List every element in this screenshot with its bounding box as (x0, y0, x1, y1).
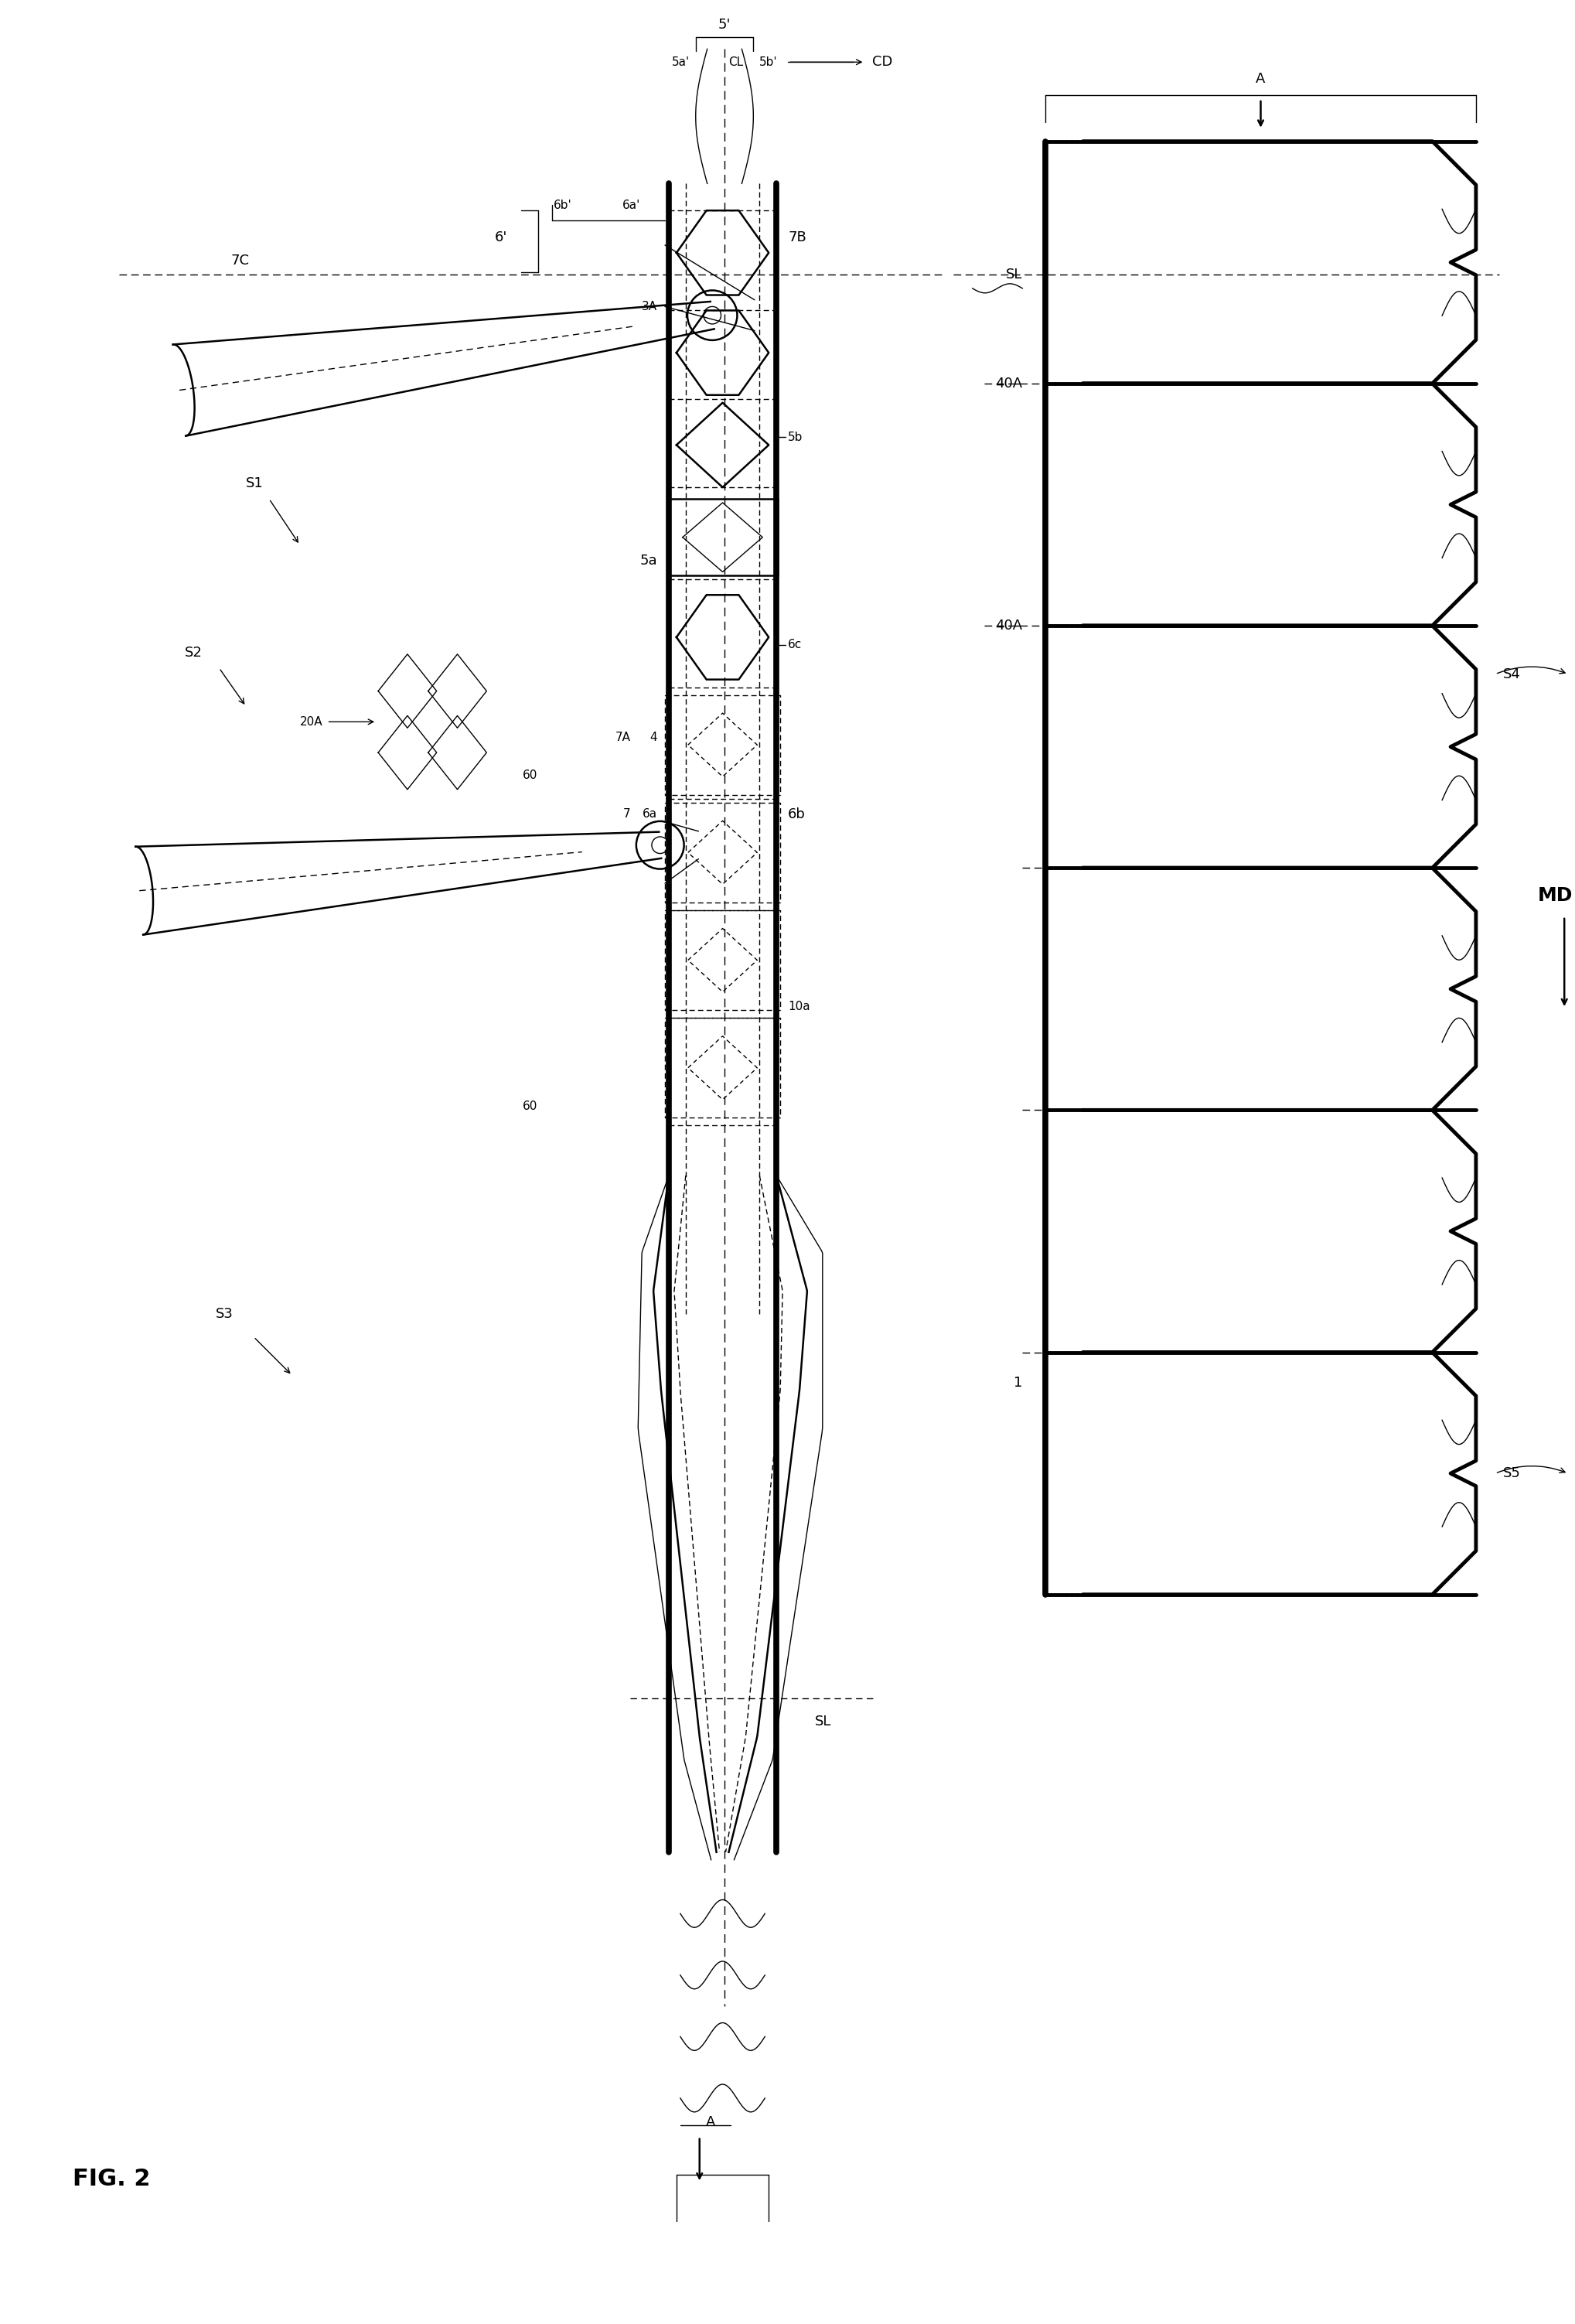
Text: 60: 60 (523, 769, 537, 781)
Text: 7: 7 (622, 809, 630, 820)
Text: 40A: 40A (995, 618, 1022, 632)
Text: CD: CD (873, 56, 893, 70)
Text: 5b': 5b' (759, 56, 778, 67)
Text: 6a: 6a (643, 809, 657, 820)
Text: 7A: 7A (614, 732, 630, 744)
Text: 3A: 3A (641, 300, 657, 311)
Text: 40A: 40A (995, 376, 1022, 390)
Text: SL: SL (1006, 267, 1022, 281)
Text: S4: S4 (1503, 667, 1520, 681)
Text: 20A: 20A (299, 716, 323, 727)
Text: 60: 60 (523, 1102, 537, 1113)
Text: 6': 6' (495, 230, 507, 244)
Text: A: A (1255, 72, 1265, 86)
Text: 6c: 6c (788, 639, 802, 651)
Text: SL: SL (814, 1715, 832, 1729)
Text: 7C: 7C (230, 253, 249, 267)
Text: MD: MD (1537, 885, 1572, 904)
Text: S5: S5 (1503, 1466, 1520, 1480)
Text: 6b: 6b (788, 806, 806, 820)
Text: 5a: 5a (639, 553, 657, 567)
Text: 5b: 5b (788, 432, 803, 444)
Text: 1: 1 (1014, 1376, 1022, 1390)
Text: 5a': 5a' (671, 56, 690, 67)
Bar (668, 500, 778, 576)
Text: 10a: 10a (788, 1002, 810, 1011)
Text: 4: 4 (650, 732, 657, 744)
Text: 6b': 6b' (553, 200, 572, 211)
Text: FIG. 2: FIG. 2 (72, 2168, 151, 2189)
Text: A: A (706, 2115, 715, 2129)
Text: CL: CL (728, 56, 743, 67)
Text: S1: S1 (246, 476, 263, 490)
Text: 5': 5' (718, 16, 731, 30)
Text: 6a': 6a' (622, 200, 641, 211)
Text: S2: S2 (184, 646, 202, 660)
Text: S3: S3 (216, 1306, 233, 1320)
Text: 7B: 7B (788, 230, 806, 244)
